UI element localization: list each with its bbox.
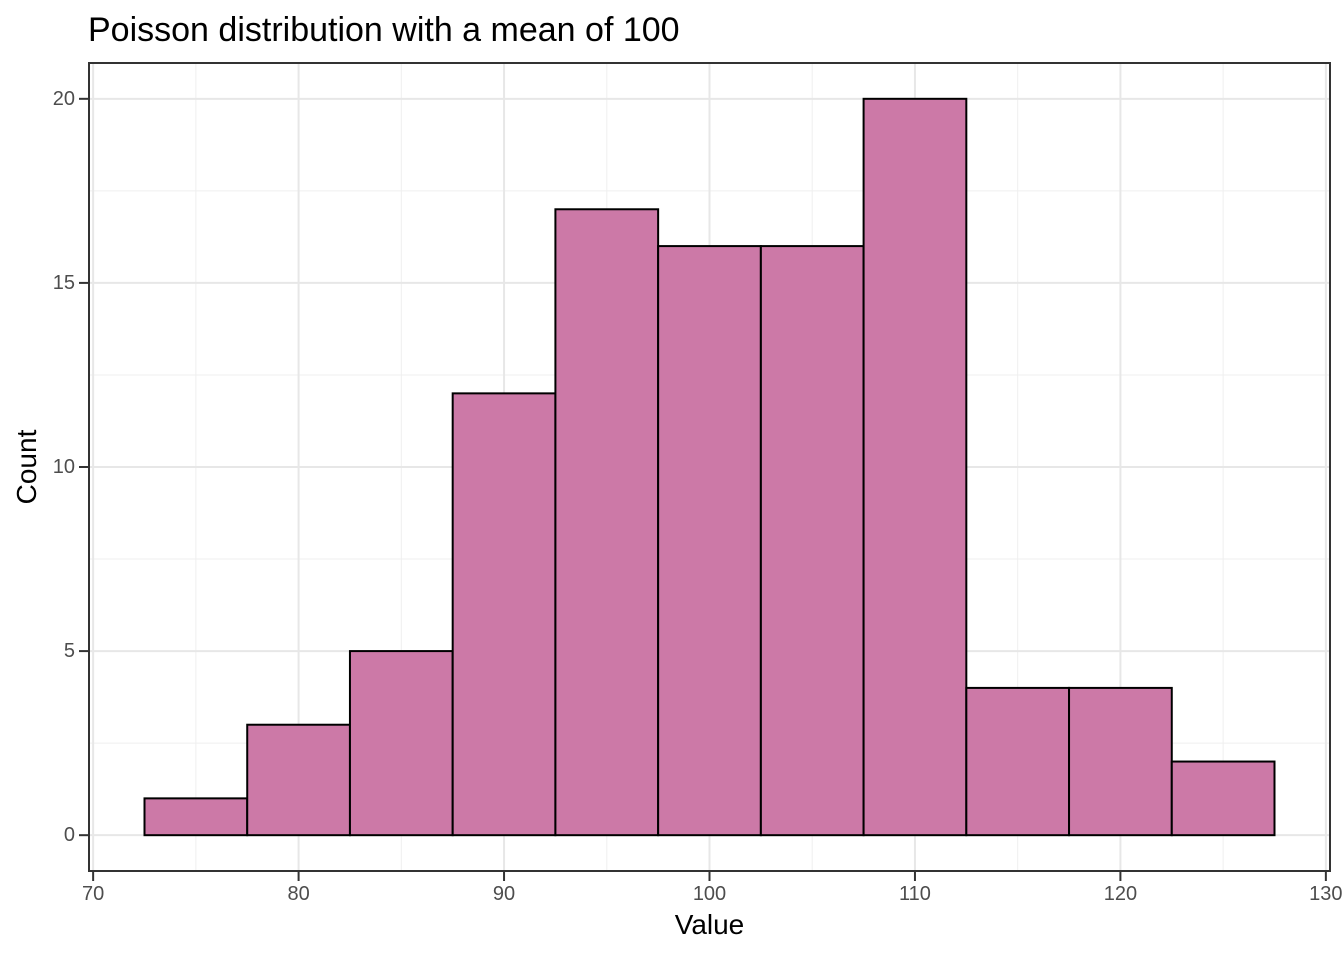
x-tick-label: 70 — [82, 883, 105, 905]
x-tick-label: 120 — [1103, 883, 1138, 905]
panel-border — [88, 62, 1331, 872]
histogram-bar — [348, 650, 454, 837]
histogram-bar — [1170, 760, 1276, 837]
y-tick-label: 20 — [52, 87, 75, 110]
x-tick-label: 100 — [692, 883, 727, 905]
histogram-bar — [451, 392, 557, 837]
histogram-bar — [759, 245, 865, 837]
x-tick-label: 110 — [899, 883, 931, 905]
histogram-bar — [1068, 686, 1173, 837]
y-tick-label: 10 — [52, 456, 75, 478]
histogram-bar — [862, 97, 968, 837]
y-tick-label: 0 — [63, 824, 75, 847]
x-tick-label: 130 — [1309, 883, 1343, 905]
histogram-bar — [554, 208, 660, 837]
x-axis-title: Value — [674, 909, 745, 940]
histogram-bar — [965, 686, 1071, 837]
y-tick-label: 5 — [63, 640, 75, 663]
histogram-bar — [657, 245, 762, 837]
chart-title: Poisson distribution with a mean of 100 — [88, 11, 680, 49]
histogram-bar — [246, 723, 351, 837]
histogram-bar — [143, 797, 249, 837]
x-tick-label: 90 — [492, 883, 516, 905]
y-tick-label: 15 — [52, 271, 75, 294]
x-tick-label: 80 — [287, 883, 310, 905]
y-axis-title: Count — [11, 429, 42, 505]
